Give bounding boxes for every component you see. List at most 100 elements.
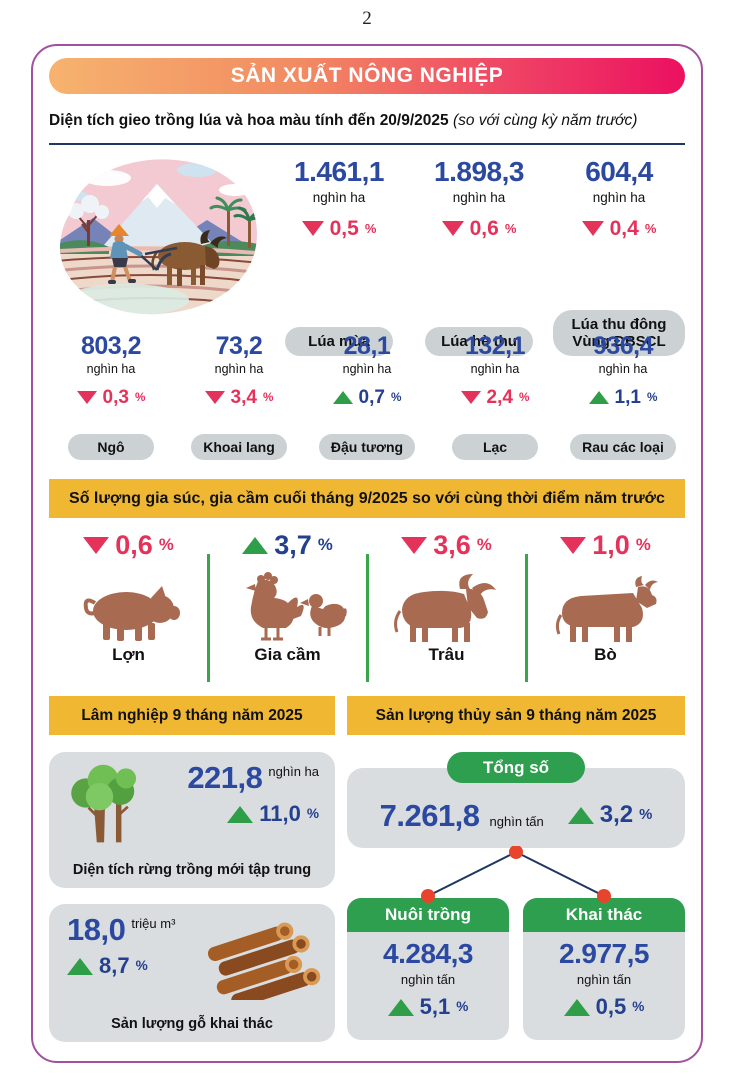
fishery-banner: Sản lượng thủy sản 9 tháng năm 2025 <box>347 696 685 735</box>
stat-value: 73,2 <box>215 332 263 360</box>
fishery-banner-text: Sản lượng thủy sản 9 tháng năm 2025 <box>375 706 657 724</box>
stat-change: 0,3% <box>76 387 146 408</box>
change-value: 5,1 <box>419 994 451 1019</box>
stat-unit: nghìn ha <box>452 190 506 205</box>
percent-sign: % <box>317 535 333 555</box>
wood-stats: 18,0 triệu m³ 8,7% <box>59 914 207 977</box>
stat-unit: nghìn ha <box>470 362 520 376</box>
logs-icon <box>207 914 325 1008</box>
stat-change: 0,7% <box>332 387 402 408</box>
stat-lac: 132,1 nghìn ha 2,4% Lạc <box>431 334 559 460</box>
poultry-icon <box>228 567 348 643</box>
page-title: SẢN XUẤT NÔNG NGHIỆP <box>230 64 504 87</box>
fishery-farmed-header: Nuôi trồng <box>347 898 509 932</box>
fishery-farmed-change: 5,1% <box>387 994 469 1019</box>
stat-change: 3,4% <box>204 388 274 407</box>
fishery-captured-value: 2.977,5 <box>559 938 649 969</box>
fishery-total-value: 7.261,8 <box>379 797 480 833</box>
fishery-captured-header: Khai thác <box>523 898 685 932</box>
rice-stats-row: 1.461,1 nghìn ha 0,5% Lúa mùa 1.898,3 ng… <box>269 158 689 356</box>
down-triangle-icon <box>560 537 587 554</box>
stat-value: 1.898,3 <box>434 156 524 187</box>
stat-khoai-lang: 73,2 nghìn ha 3,4% Khoai lang <box>175 334 303 460</box>
percent-sign: % <box>635 535 651 555</box>
animal-change: 3,7% <box>242 532 333 559</box>
header-banner: SẢN XUẤT NÔNG NGHIỆP <box>49 58 685 94</box>
animal-name: Lợn <box>112 645 145 664</box>
fishery-farmed-body: 4.284,3 nghìn tấn 5,1% <box>347 932 509 1040</box>
up-triangle-icon <box>387 998 414 1016</box>
fishery-captured-box: Khai thác 2.977,5 nghìn tấn 0,5% <box>523 898 685 1040</box>
stat-change: 2,4% <box>460 387 530 408</box>
change-value: 1,1 <box>614 387 641 408</box>
fishery-farmed-value: 4.284,3 <box>383 938 473 969</box>
divider <box>366 554 369 682</box>
crops-title-note: (so với cùng kỳ năm trước) <box>452 112 638 129</box>
percent-sign: % <box>456 999 469 1015</box>
animal-cow: 1,0% <box>526 532 685 688</box>
forest-planting-box: 221,8 nghìn ha 11,0% Diện tích rừng trồn… <box>49 752 335 888</box>
animal-buffalo: 3,6% <box>367 532 526 688</box>
forest-change: 11,0% <box>227 803 319 825</box>
down-triangle-icon <box>581 221 604 236</box>
percent-sign: % <box>390 390 402 404</box>
wood-caption: Sản lượng gỗ khai thác <box>111 1016 273 1032</box>
crops-title-text: Diện tích gieo trồng lúa và hoa màu tính… <box>49 112 449 129</box>
change-value: 0,6 <box>115 530 153 560</box>
livestock-banner-text: Số lượng gia súc, gia cầm cuối tháng 9/2… <box>69 489 665 507</box>
fishery-total-change: 3,2% <box>567 801 653 828</box>
animal-poultry: 3,7% <box>208 532 367 688</box>
percent-sign: % <box>646 390 658 404</box>
forest-stats: 221,8 nghìn ha 11,0% <box>151 762 325 825</box>
animal-name: Gia cầm <box>254 645 321 664</box>
percent-sign: % <box>262 390 274 404</box>
stat-ngo: 803,2 nghìn ha 0,3% Ngô <box>47 334 175 460</box>
fishery-captured-body: 2.977,5 nghìn tấn 0,5% <box>523 932 685 1040</box>
stat-label-pill: Đậu tương <box>318 433 416 460</box>
change-value: 0,5 <box>595 994 627 1019</box>
change-value: 8,7 <box>99 953 130 978</box>
title-divider <box>49 143 685 145</box>
animal-name: Bò <box>594 645 617 664</box>
stat-change: 0,6% <box>441 218 517 239</box>
livestock-banner: Số lượng gia súc, gia cầm cuối tháng 9/2… <box>49 479 685 518</box>
stat-label-pill: Rau các loại <box>570 433 676 460</box>
change-value: 3,2 <box>599 801 634 828</box>
animal-change: 1,0% <box>560 532 651 559</box>
percent-sign: % <box>504 220 517 236</box>
content-card: SẢN XUẤT NÔNG NGHIỆP Diện tích gieo trồn… <box>31 44 703 1063</box>
stat-rau-cac-loai: 936,4 nghìn ha 1,1% Rau các loại <box>559 334 687 460</box>
down-triangle-icon <box>441 221 464 236</box>
forestry-banner: Lâm nghiệp 9 tháng năm 2025 <box>49 696 335 735</box>
stat-unit: nghìn ha <box>342 362 392 376</box>
pig-icon <box>73 567 185 643</box>
stat-unit: nghìn ha <box>312 190 366 205</box>
change-value: 0,5 <box>329 217 359 240</box>
percent-sign: % <box>135 958 148 974</box>
forest-caption: Diện tích rừng trồng mới tập trung <box>72 862 312 878</box>
cow-icon <box>546 567 666 643</box>
change-value: 0,7 <box>358 387 385 408</box>
stat-label-pill: Lúa thu đông Vùng ĐBSCL <box>553 309 685 356</box>
percent-sign: % <box>632 999 645 1015</box>
up-triangle-icon <box>67 957 93 975</box>
stat-change: 1,1% <box>588 387 658 408</box>
stat-unit: nghìn ha <box>86 362 136 376</box>
change-value: 0,3 <box>102 387 129 408</box>
percent-sign: % <box>476 535 492 555</box>
percent-sign: % <box>639 806 653 823</box>
change-value: 2,4 <box>486 387 513 408</box>
animal-change: 0,6% <box>83 530 174 560</box>
percent-sign: % <box>518 390 530 404</box>
fishery-total-label: Tổng số <box>482 757 550 777</box>
up-triangle-icon <box>227 805 254 823</box>
percent-sign: % <box>364 220 377 236</box>
up-triangle-icon <box>332 391 353 404</box>
stat-label-pill: Lúa mùa <box>285 326 393 356</box>
buffalo-icon <box>386 567 508 643</box>
percent-sign: % <box>134 390 146 404</box>
stat-value: 936,4 <box>592 332 654 360</box>
percent-sign: % <box>158 535 174 555</box>
down-triangle-icon <box>401 537 428 554</box>
